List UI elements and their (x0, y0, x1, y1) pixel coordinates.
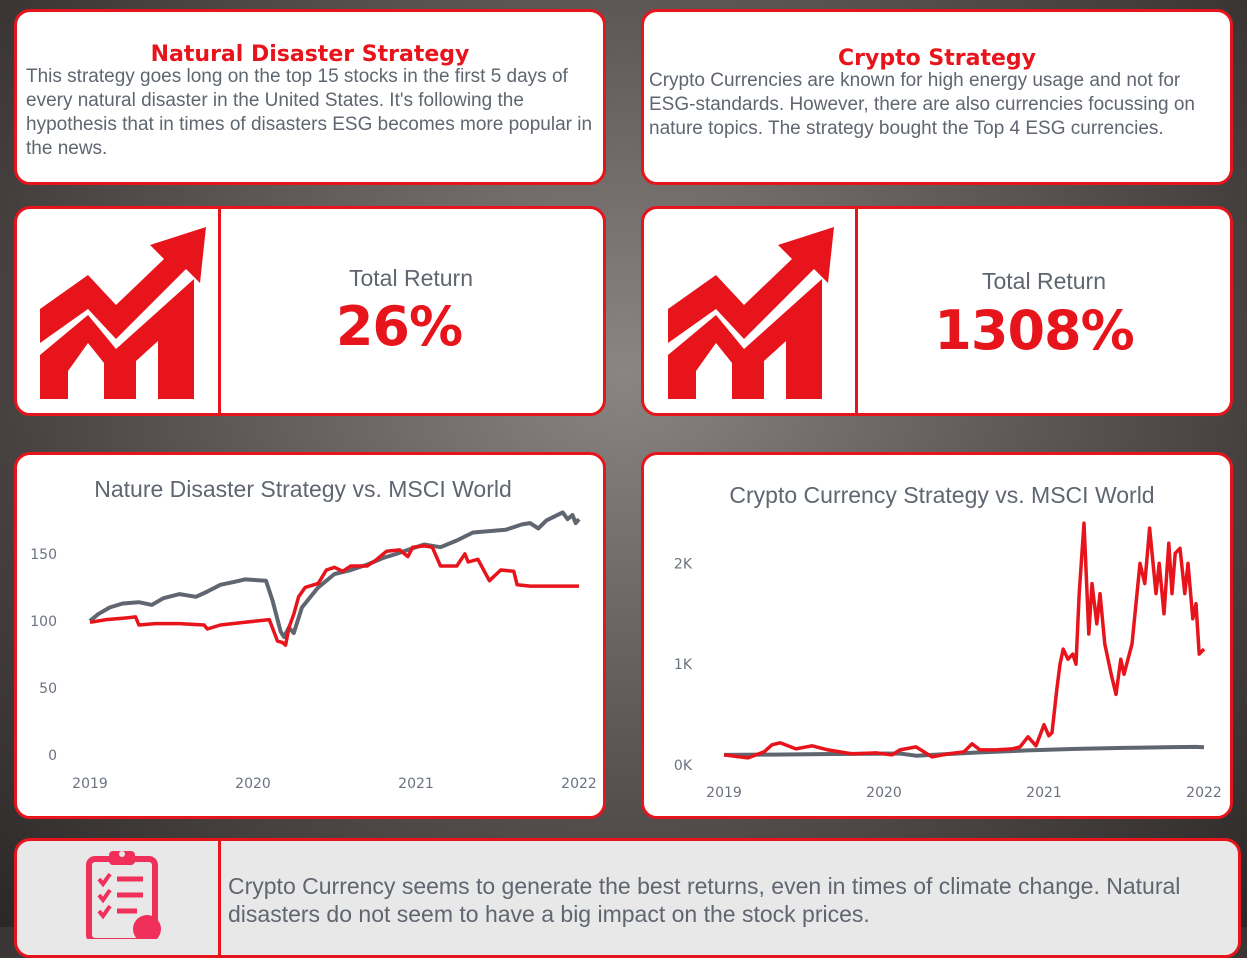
conclusion-text: Crypto Currency seems to generate the be… (228, 873, 1181, 927)
x-tick-label: 2020 (866, 785, 902, 801)
x-tick-label: 2022 (1186, 785, 1222, 801)
y-tick-label: 1K (674, 657, 693, 673)
y-tick-label: 0 (48, 748, 57, 764)
chart-title: Crypto Currency Strategy vs. MSCI World (729, 482, 1155, 508)
kpi-divider (218, 209, 221, 413)
series-line-benchmark (88, 510, 581, 639)
crypto-line-chart: 2019 2020 2021 2022 0K 1K 2K (674, 521, 1222, 801)
x-tick-label: 2019 (706, 785, 742, 801)
crypto-strategy-title: Crypto Strategy (838, 46, 1036, 71)
total-return-value: 26% (335, 295, 463, 358)
x-tick-label: 2021 (1026, 785, 1062, 801)
y-tick-label: 2K (674, 556, 693, 572)
natural-kpi-card: Total Return 26% (14, 206, 606, 416)
clipboard-checklist-icon (86, 851, 161, 939)
crypto-strategy-description: Crypto Currencies are known for high ene… (649, 70, 1195, 139)
series-line-strategy (89, 544, 579, 647)
total-return-label: Total Return (981, 268, 1106, 294)
total-return-label: Total Return (348, 265, 473, 291)
crypto-chart-card: Crypto Currency Strategy vs. MSCI World … (641, 452, 1233, 819)
natural-strategy-description: This strategy goes long on the top 15 st… (26, 66, 593, 159)
total-return-value: 1308% (934, 299, 1134, 362)
x-tick-label: 2020 (235, 776, 271, 792)
kpi-divider (855, 209, 858, 413)
natural-disaster-strategy-card: Natural Disaster Strategy This strategy … (14, 9, 606, 185)
conclusion-divider (218, 841, 221, 955)
natural-strategy-title: Natural Disaster Strategy (150, 42, 470, 67)
chart-title: Nature Disaster Strategy vs. MSCI World (94, 476, 512, 502)
y-tick-label: 0K (674, 758, 693, 774)
chart-growth-icon (668, 227, 834, 399)
x-tick-label: 2019 (72, 776, 108, 792)
x-tick-label: 2021 (398, 776, 434, 792)
series-line-strategy (723, 521, 1206, 760)
y-tick-label: 100 (30, 614, 57, 630)
y-tick-label: 150 (30, 547, 57, 563)
y-tick-label: 50 (39, 681, 57, 697)
chart-growth-icon (40, 227, 206, 399)
conclusion-card: Crypto Currency seems to generate the be… (14, 838, 1241, 958)
nature-disaster-chart-card: Nature Disaster Strategy vs. MSCI World … (14, 452, 606, 819)
nature-disaster-line-chart: 2019 2020 2021 2022 0 50 100 150 (30, 510, 597, 792)
crypto-kpi-card: Total Return 1308% (641, 206, 1233, 416)
crypto-strategy-card: Crypto Strategy Crypto Currencies are kn… (641, 9, 1233, 185)
x-tick-label: 2022 (561, 776, 597, 792)
